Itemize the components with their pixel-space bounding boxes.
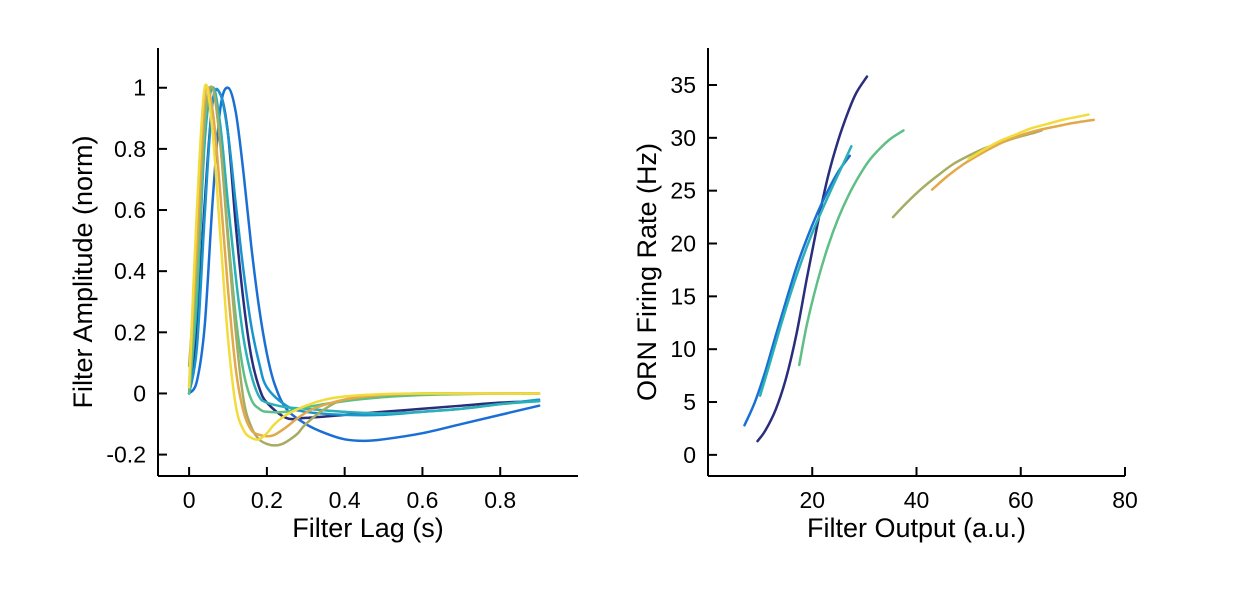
x-axis-label: Filter Lag (s)	[292, 513, 444, 543]
y-tick-label: 0.8	[114, 136, 146, 162]
y-tick-label: 0.4	[114, 258, 146, 284]
filter-amplitude-chart: 0 0.2 0.4 0.6 0.8 -0.2 0 0.2 0.4 0.6 0.8 1 Filter La…	[68, 48, 578, 543]
x-axis-label: Filter Output (a.u.)	[807, 513, 1026, 543]
x-tick-label: 0.8	[484, 487, 516, 513]
x-tick-label: 40	[904, 487, 930, 513]
x-tick-label: 0.6	[406, 487, 438, 513]
y-tick-label: -0.2	[106, 442, 146, 468]
x-tick-label: 80	[1112, 487, 1138, 513]
y-tick-label: 20	[670, 231, 696, 257]
y-tick-label: 10	[670, 336, 696, 362]
x-tick-label: 0.2	[251, 487, 283, 513]
y-axis-label: Filter Amplitude (norm)	[68, 135, 98, 408]
y-tick-label: 5	[683, 389, 696, 415]
y-tick-label: 35	[670, 72, 696, 98]
series-line-6	[187, 85, 541, 447]
x-tick-label: 20	[799, 487, 825, 513]
series-line-4	[187, 86, 541, 415]
x-tick-label: 0.4	[329, 487, 361, 513]
series-line-1	[756, 75, 869, 443]
series-line-2	[743, 154, 852, 427]
y-tick-label: 25	[670, 178, 696, 204]
y-tick-label: 0	[683, 442, 696, 468]
y-axis-label: ORN Firing Rate (Hz)	[632, 143, 662, 401]
series-line-5	[891, 129, 1043, 219]
x-tick-label: 60	[1008, 487, 1034, 513]
y-tick-label: 1	[133, 75, 146, 101]
series-line-8	[187, 83, 541, 441]
y-tick-label: 0.2	[114, 319, 146, 345]
y-tick-label: 0.6	[114, 197, 146, 223]
y-tick-label: 0	[133, 380, 146, 406]
x-tick-label: 0	[183, 487, 196, 513]
y-tick-label: 30	[670, 125, 696, 151]
series-line-6	[930, 118, 1095, 191]
series-line-3	[758, 145, 853, 397]
series-line-7	[967, 113, 1090, 161]
series-line-4	[797, 129, 905, 367]
firing-rate-chart: 20 40 60 80 0 5 10 15 20 25 30 35 Filter Output (a.u…	[632, 48, 1138, 543]
series-line-2	[187, 86, 541, 443]
y-tick-label: 15	[670, 283, 696, 309]
